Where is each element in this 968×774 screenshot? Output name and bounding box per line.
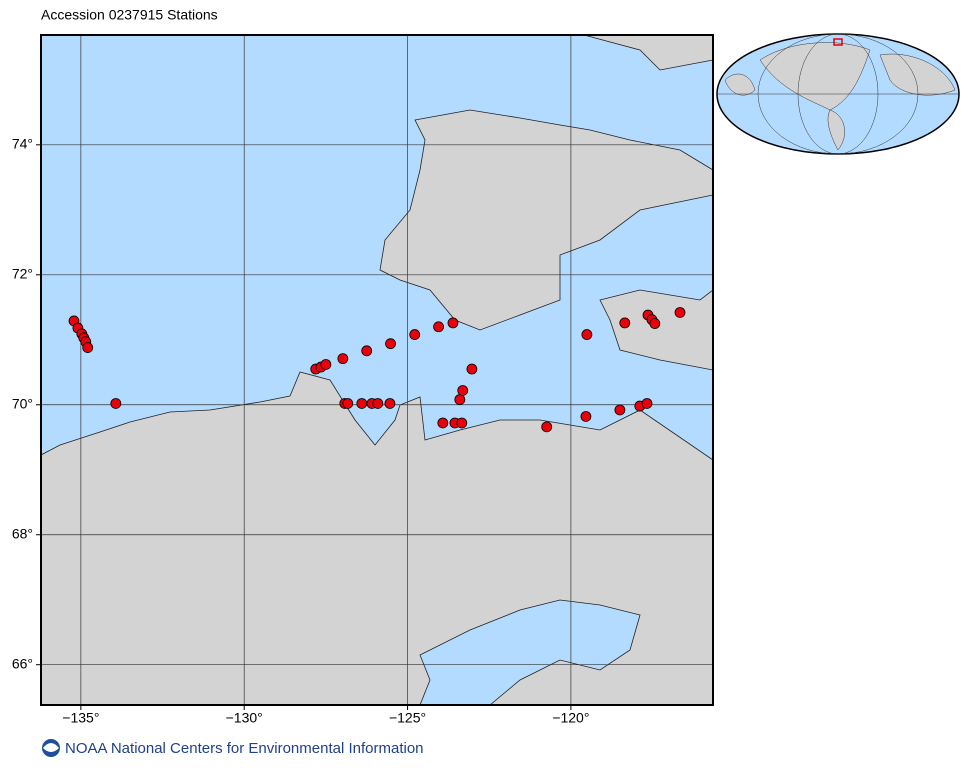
- footer: NOAA National Centers for Environmental …: [42, 739, 424, 757]
- basemap: [41, 35, 713, 705]
- x-tick-label: −125°: [389, 710, 426, 726]
- globe-inset: [716, 33, 960, 155]
- noaa-logo-bird: [43, 743, 59, 752]
- y-tick-label: 70°: [12, 395, 33, 411]
- footer-text: NOAA National Centers for Environmental …: [65, 740, 424, 757]
- extent-box: [833, 38, 843, 46]
- station: [581, 329, 593, 340]
- station: [372, 398, 384, 409]
- station: [641, 398, 653, 409]
- y-tick-label: 72°: [12, 265, 33, 281]
- station: [342, 398, 354, 409]
- continent: [759, 42, 871, 111]
- y-tick-label: 74°: [12, 136, 33, 152]
- stations: [68, 307, 686, 433]
- station: [466, 363, 478, 375]
- station: [337, 353, 349, 365]
- station: [580, 411, 592, 422]
- station: [541, 421, 553, 433]
- station: [457, 385, 469, 396]
- continent: [879, 53, 956, 96]
- y-tick-label: 68°: [12, 525, 33, 541]
- island: [583, 35, 713, 71]
- station: [447, 317, 459, 329]
- station: [361, 345, 373, 357]
- station: [385, 338, 396, 350]
- station: [320, 359, 332, 370]
- x-tick-label: −120°: [552, 710, 589, 726]
- station: [454, 394, 466, 405]
- station: [619, 317, 631, 329]
- station: [384, 398, 396, 409]
- station: [674, 307, 686, 318]
- station: [82, 342, 94, 353]
- station: [649, 318, 661, 329]
- station: [437, 417, 449, 429]
- station: [409, 329, 421, 340]
- continent: [724, 73, 756, 96]
- map-title: Accession 0237915 Stations: [41, 7, 218, 23]
- station: [433, 321, 444, 333]
- continent: [827, 109, 845, 151]
- station: [110, 398, 122, 409]
- frame: [40, 34, 714, 706]
- y-tick-label: 66°: [12, 655, 33, 671]
- station: [456, 417, 468, 429]
- lake: [419, 599, 641, 705]
- x-tick-label: −130°: [226, 710, 263, 726]
- x-tick-label: −135°: [62, 710, 99, 726]
- station: [614, 404, 626, 416]
- station: [356, 398, 368, 409]
